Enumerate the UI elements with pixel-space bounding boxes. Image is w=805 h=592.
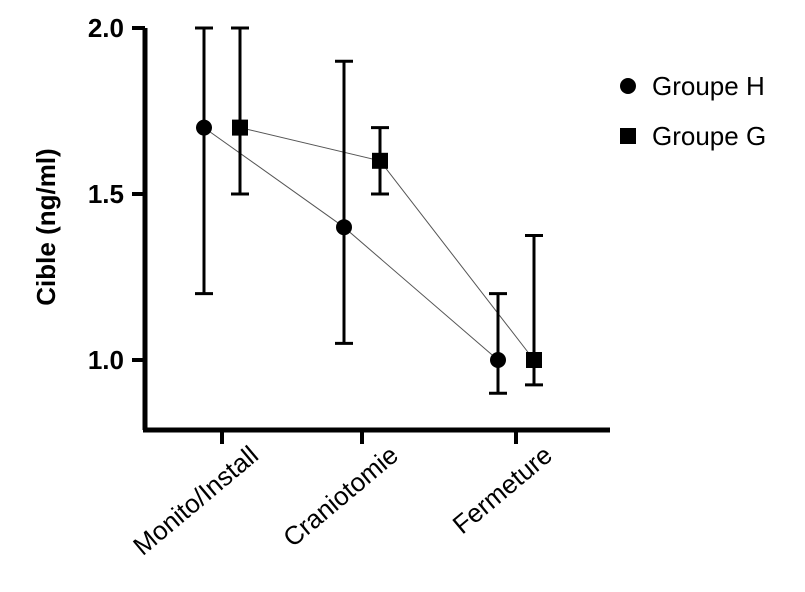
data-point-square bbox=[232, 119, 248, 136]
legend-label: Groupe G bbox=[652, 121, 766, 151]
y-axis-title: Cible (ng/ml) bbox=[31, 148, 61, 305]
data-point-circle bbox=[196, 119, 212, 136]
y-tick-label: 2.0 bbox=[88, 13, 124, 43]
data-point-circle bbox=[490, 352, 506, 368]
y-tick-label: 1.5 bbox=[88, 179, 124, 209]
x-tick-label: Fermeture bbox=[447, 440, 558, 540]
data-point-square bbox=[526, 352, 542, 368]
connector-lines bbox=[203, 127, 535, 361]
ticks-layer: 1.0 1.5 2.0 Monito/Install Craniotomie Fermet… bbox=[88, 13, 558, 561]
data-point-circle bbox=[336, 219, 352, 236]
legend: Groupe H Groupe G bbox=[620, 71, 766, 151]
x-tick-label: Monito/Install bbox=[127, 440, 264, 561]
y-tick-label: 1.0 bbox=[88, 345, 124, 375]
data-markers bbox=[196, 119, 542, 368]
legend-circle-marker bbox=[620, 78, 636, 94]
legend-label: Groupe H bbox=[652, 71, 765, 101]
x-tick-label: Craniotomie bbox=[277, 440, 404, 553]
legend-square-marker bbox=[620, 128, 636, 144]
series-line bbox=[203, 127, 499, 361]
error-bars bbox=[195, 26, 543, 395]
data-point-square bbox=[372, 152, 388, 169]
